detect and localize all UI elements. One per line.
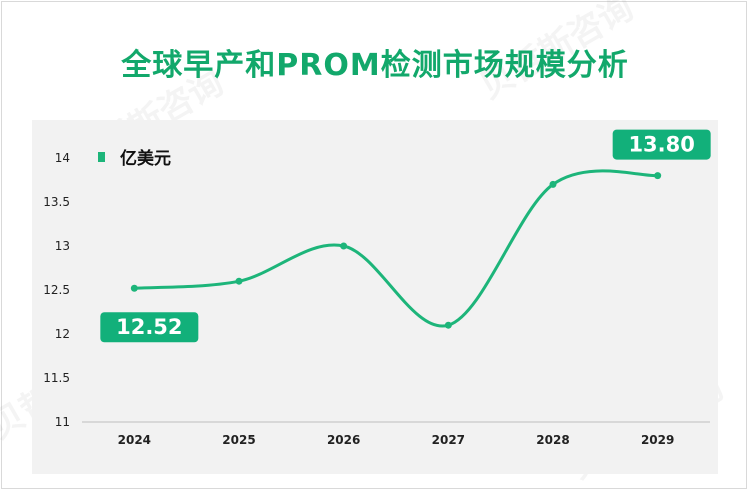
y-tick-label: 13 bbox=[55, 239, 70, 253]
chart-title: 全球早产和PROM检测市场规模分析 bbox=[121, 48, 629, 83]
callout-label: 12.52 bbox=[116, 315, 182, 339]
data-points bbox=[130, 172, 662, 329]
legend: 亿美元 bbox=[98, 148, 171, 169]
data-point bbox=[654, 172, 662, 180]
y-tick-label: 13.5 bbox=[43, 195, 70, 209]
series-line bbox=[134, 169, 658, 328]
x-axis: 2024 2025 2026 2027 2028 2029 bbox=[118, 433, 675, 447]
data-point bbox=[340, 242, 348, 250]
plot-area bbox=[32, 120, 718, 474]
callout-box bbox=[612, 129, 711, 160]
y-axis: 11 11.5 12 12.5 13 13.5 14 bbox=[43, 151, 70, 429]
y-tick-label: 11.5 bbox=[43, 371, 70, 385]
data-point bbox=[549, 180, 557, 188]
callout-box bbox=[100, 312, 199, 343]
x-tick-label: 2026 bbox=[327, 433, 360, 447]
x-tick-label: 2024 bbox=[118, 433, 151, 447]
callouts: 12.52 13.80 bbox=[100, 129, 711, 343]
y-tick-label: 12.5 bbox=[43, 283, 70, 297]
y-tick-label: 14 bbox=[55, 151, 70, 165]
data-point bbox=[130, 284, 138, 292]
y-tick-label: 11 bbox=[55, 415, 70, 429]
legend-swatch bbox=[98, 152, 105, 162]
x-tick-label: 2028 bbox=[536, 433, 569, 447]
x-tick-label: 2025 bbox=[222, 433, 255, 447]
legend-label: 亿美元 bbox=[120, 148, 171, 169]
data-point bbox=[235, 277, 243, 285]
x-tick-label: 2027 bbox=[432, 433, 465, 447]
data-point bbox=[444, 321, 452, 329]
y-tick-label: 12 bbox=[55, 327, 70, 341]
x-tick-label: 2029 bbox=[641, 433, 674, 447]
callout-label: 13.80 bbox=[628, 133, 694, 157]
